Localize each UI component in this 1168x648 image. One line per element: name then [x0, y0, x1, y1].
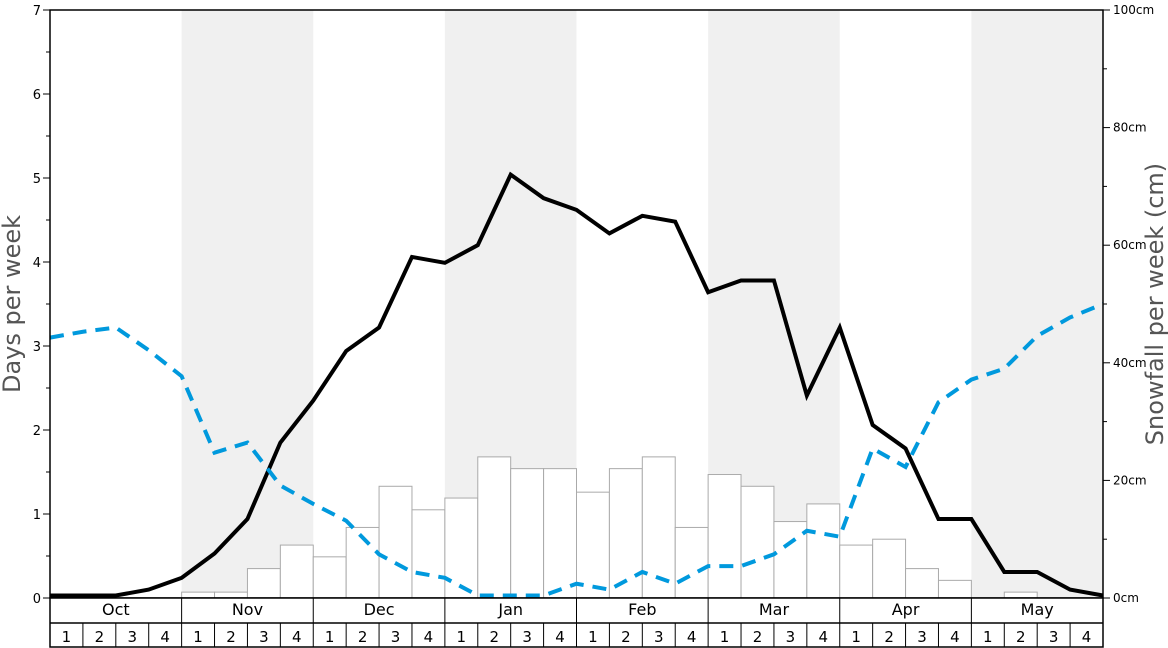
week-label: 3: [1049, 628, 1059, 646]
week-label: 4: [292, 628, 302, 646]
right-tick-label: 40cm: [1113, 356, 1147, 370]
line-series-dashed: [49, 302, 1104, 598]
month-label: Oct: [102, 600, 130, 619]
snowfall-bar: [1003, 591, 1038, 599]
shade-may: [971, 10, 1103, 598]
snowfall-bar: [378, 485, 413, 599]
snowfall-bar: [641, 456, 676, 599]
left-tick-label: 6: [33, 88, 41, 103]
left-tick-label: 1: [33, 508, 41, 523]
snowfall-bar: [444, 497, 479, 599]
left-tick-label: 4: [33, 256, 41, 271]
days-lines: [49, 171, 1104, 598]
week-label: 3: [654, 628, 664, 646]
week-label: 1: [325, 628, 335, 646]
week-label: 4: [1082, 628, 1092, 646]
week-label: 1: [62, 628, 72, 646]
x-axis: Oct Nov Dec Jan Feb Mar Apr May 1 2 3 4 1 2 3 4 1 2 3 4 1 2 3 4…: [49, 597, 1104, 648]
week-label: 2: [884, 628, 894, 646]
week-label: 3: [259, 628, 269, 646]
snowfall-bar: [674, 526, 709, 599]
snowfall-bar: [477, 456, 512, 599]
left-tick-label: 3: [33, 340, 41, 355]
snowfall-bar: [707, 474, 742, 599]
left-tick-label: 2: [33, 424, 41, 439]
week-label: 1: [720, 628, 730, 646]
week-label: 3: [917, 628, 927, 646]
right-tick-label: 80cm: [1113, 121, 1147, 135]
snowfall-bar: [806, 503, 841, 599]
week-label: 4: [160, 628, 170, 646]
snowfall-bar: [214, 591, 248, 599]
right-tick-label: 60cm: [1113, 238, 1147, 252]
week-label: 1: [193, 628, 203, 646]
left-axis: 0 1 2 3 4 5 6 7: [33, 4, 50, 607]
snowfall-bar: [510, 468, 545, 599]
week-label: 2: [226, 628, 236, 646]
week-label: 4: [424, 628, 434, 646]
week-label: 2: [489, 628, 499, 646]
month-shading: [181, 10, 1103, 598]
snowfall-bar: [839, 544, 874, 599]
week-label: 1: [457, 628, 467, 646]
week-label: 4: [555, 628, 565, 646]
snowfall-bar: [872, 538, 907, 599]
y-axis-label-left: Days per week: [0, 215, 26, 393]
week-label: 3: [391, 628, 401, 646]
left-tick-label: 0: [33, 592, 41, 607]
week-label: 1: [851, 628, 861, 646]
week-label: 1: [588, 628, 598, 646]
week-label: 3: [786, 628, 796, 646]
month-label: May: [1021, 600, 1054, 619]
snowfall-bar: [905, 568, 939, 599]
month-label: Jan: [497, 600, 523, 619]
month-label: Dec: [364, 600, 395, 619]
week-label: 4: [950, 628, 960, 646]
week-label: 3: [127, 628, 137, 646]
week-label: 2: [621, 628, 631, 646]
snowfall-bar: [411, 509, 446, 599]
month-label: Mar: [759, 600, 790, 619]
left-tick-label: 7: [33, 4, 41, 19]
snowfall-bar: [279, 544, 314, 599]
left-tick-label: 5: [33, 172, 41, 187]
snowfall-bar: [740, 485, 775, 599]
right-axis: 0cm 20cm 40cm 60cm 80cm 100cm: [1103, 3, 1154, 605]
month-label: Apr: [892, 600, 920, 619]
week-label: 4: [687, 628, 697, 646]
right-tick-label: 100cm: [1113, 3, 1154, 17]
snowfall-bar: [246, 568, 281, 599]
line-series-solid: [50, 171, 1104, 598]
week-label: 4: [819, 628, 829, 646]
right-tick-label: 0cm: [1113, 591, 1139, 605]
snowfall-bars: [181, 456, 1038, 599]
snowfall-bar: [312, 556, 347, 599]
week-label: 2: [1016, 628, 1026, 646]
week-label: 2: [358, 628, 368, 646]
month-label: Nov: [232, 600, 263, 619]
week-label: 3: [522, 628, 532, 646]
snowfall-bar: [576, 491, 610, 599]
snowfall-bar: [543, 468, 577, 599]
snowfall-bar: [181, 591, 216, 599]
week-label: 2: [753, 628, 763, 646]
right-tick-label: 20cm: [1113, 473, 1147, 487]
month-label: Feb: [628, 600, 656, 619]
snowfall-bar: [773, 521, 808, 599]
week-label: 2: [95, 628, 105, 646]
week-label: 1: [983, 628, 993, 646]
snowfall-bar: [937, 579, 972, 599]
shade-nov: [181, 10, 314, 598]
y-axis-label-right: Snowfall per week (cm): [1141, 163, 1168, 445]
